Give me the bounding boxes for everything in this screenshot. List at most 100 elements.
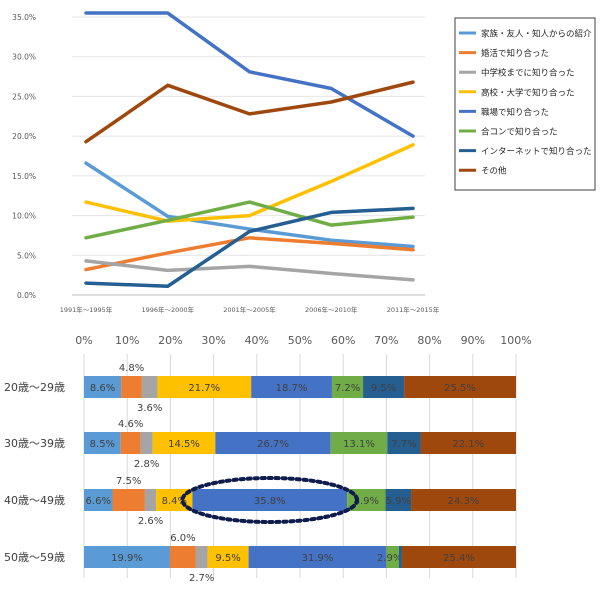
- series-line: [84, 11, 415, 138]
- data-label: 2.7%: [189, 573, 214, 584]
- bar-segment: [347, 489, 386, 511]
- bar-segment: [386, 546, 399, 568]
- bar-segment: [251, 376, 332, 398]
- data-label: 8.4%: [162, 496, 187, 507]
- bar-segment: [385, 489, 412, 511]
- bar-segment: [195, 546, 208, 568]
- data-label: 6.0%: [170, 533, 195, 544]
- data-label: 14.5%: [168, 439, 200, 450]
- data-label: 6.6%: [86, 496, 111, 507]
- data-label: 7.2%: [335, 383, 360, 394]
- category-label: 30歳～39歳: [4, 437, 65, 450]
- data-label: 25.5%: [444, 383, 476, 394]
- x-tick-label: 2006年～2010年: [305, 305, 358, 314]
- bar-segment: [141, 376, 158, 398]
- bar-segment: [120, 432, 141, 454]
- legend-label: 職場で知り合った: [481, 107, 549, 118]
- y-tick-label: 30.0%: [12, 53, 36, 62]
- bar-segment: [84, 376, 122, 398]
- data-label: 3.6%: [137, 403, 162, 414]
- bar-segment: [215, 432, 331, 454]
- legend-label: 婚活で知り合った: [481, 48, 549, 59]
- x-tick-label: 60%: [331, 334, 355, 347]
- data-label: 18.7%: [276, 383, 308, 394]
- data-label: 2.6%: [138, 516, 163, 527]
- data-label: 35.8%: [254, 496, 286, 507]
- bar-segment: [331, 376, 364, 398]
- bar-segment: [330, 432, 388, 454]
- data-label: 21.7%: [188, 383, 220, 394]
- series-line: [84, 80, 415, 144]
- data-label: 31.9%: [302, 553, 334, 564]
- bar-segment: [398, 546, 402, 568]
- bar-segment: [411, 489, 516, 511]
- data-label: 24.3%: [448, 496, 480, 507]
- category-label: 40歳～49歳: [4, 494, 65, 507]
- data-label: 4.8%: [119, 363, 144, 374]
- bar-segment: [169, 546, 196, 568]
- x-tick-label: 2001年～2005年: [223, 305, 276, 314]
- legend: 家族・友人・知人からの紹介婚活で知り合った中学校までに知り合った高校・大学で知り…: [454, 17, 596, 191]
- series-line: [84, 143, 415, 223]
- y-tick-label: 25.0%: [12, 92, 36, 101]
- x-tick-label: 90%: [461, 334, 485, 347]
- x-tick-label: 2011年～2015年: [387, 305, 440, 314]
- category-label: 50歳～59歳: [4, 551, 65, 564]
- data-label: 2.9%: [377, 553, 402, 564]
- series-line: [84, 206, 415, 289]
- legend-label: 中学校までに知り合った: [481, 68, 575, 79]
- data-label: 8.5%: [90, 439, 115, 450]
- legend-label: 高校・大学で知り合った: [481, 87, 575, 98]
- data-label: 7.7%: [391, 439, 416, 450]
- series-line: [84, 161, 415, 249]
- data-label: 22.1%: [452, 439, 484, 450]
- bar-segment: [84, 489, 113, 511]
- data-label: 9.5%: [371, 383, 396, 394]
- data-label: 5.9%: [386, 496, 411, 507]
- x-tick-label: 0%: [75, 334, 92, 347]
- bar-segment: [401, 546, 516, 568]
- bar-segment: [404, 376, 516, 398]
- bar-segment: [157, 376, 252, 398]
- data-label: 19.9%: [111, 553, 143, 564]
- legend-label: 合コンで知り合った: [481, 127, 558, 138]
- bar-segment: [248, 546, 387, 568]
- x-tick-label: 20%: [158, 334, 182, 347]
- y-tick-label: 5.0%: [17, 251, 36, 260]
- data-label: 8.9%: [354, 496, 379, 507]
- data-label: 9.5%: [215, 553, 240, 564]
- data-label: 7.5%: [116, 476, 141, 487]
- bar-segment: [207, 546, 249, 568]
- y-tick-label: 10.0%: [12, 212, 36, 221]
- bar-segment: [84, 546, 170, 568]
- series-line: [84, 259, 415, 282]
- data-label: 25.4%: [443, 553, 475, 564]
- stacked-bar-chart: 0% 10% 20% 30% 40% 50% 60% 70% 80% 90% 100% 20歳～29歳…: [4, 334, 532, 584]
- series-line: [84, 200, 415, 240]
- series-line: [84, 236, 415, 272]
- data-label: 2.8%: [134, 459, 159, 470]
- category-label: 20歳～29歳: [4, 381, 65, 394]
- y-tick-label: 20.0%: [12, 132, 36, 141]
- x-tick-label: 10%: [115, 334, 139, 347]
- legend-label: 家族・友人・知人からの紹介: [481, 29, 592, 40]
- bar-segment: [192, 489, 348, 511]
- bar-segment: [420, 432, 516, 454]
- legend-label: その他: [481, 166, 507, 177]
- bar-segment: [112, 489, 145, 511]
- y-tick-label: 0.0%: [17, 291, 36, 300]
- line-chart: 0.0% 5.0% 10.0% 15.0% 20.0% 25.0% 30.0% 35.0% 19…: [12, 11, 596, 314]
- data-label: 13.1%: [343, 439, 375, 450]
- x-tick-label: 30%: [201, 334, 225, 347]
- x-tick-label: 70%: [374, 334, 398, 347]
- data-label: 4.6%: [118, 419, 143, 430]
- x-tick-label: 1991年～1995年: [60, 305, 113, 314]
- x-tick-label: 80%: [417, 334, 441, 347]
- data-label: 8.6%: [90, 383, 115, 394]
- bar-segment: [84, 432, 121, 454]
- bar-segment: [363, 376, 405, 398]
- legend-label: インターネットで知り合った: [481, 146, 592, 157]
- bar-segment: [121, 376, 142, 398]
- legend-box: [454, 17, 596, 191]
